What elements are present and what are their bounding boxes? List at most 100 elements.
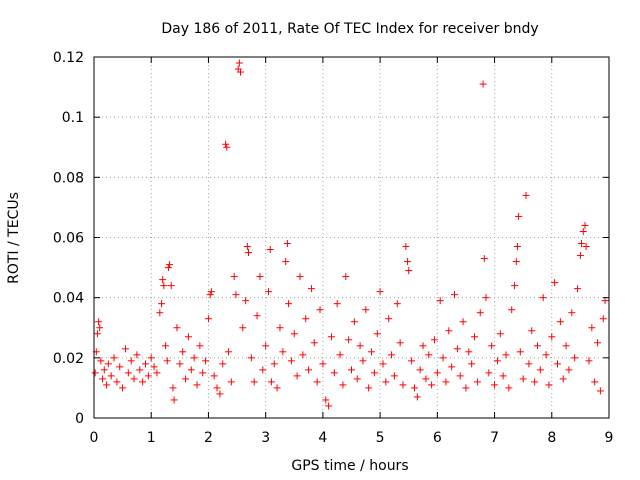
- data-point: [496, 330, 504, 338]
- x-tick-labels: 0 1 2 3 4 5 6 7 8 9: [90, 430, 614, 446]
- data-point: [147, 354, 155, 362]
- axis-ticks: [93, 56, 610, 419]
- data-point: [316, 306, 324, 314]
- y-tick-label: 0.06: [53, 231, 84, 247]
- data-point: [430, 336, 438, 344]
- x-tick-label: 2: [204, 430, 213, 446]
- data-point: [283, 240, 291, 248]
- data-point: [121, 345, 129, 353]
- data-point: [253, 312, 261, 320]
- data-point: [468, 360, 476, 368]
- data-point: [187, 366, 195, 374]
- data-point: [293, 372, 301, 380]
- data-point: [445, 327, 453, 335]
- data-point: [545, 381, 553, 389]
- data-point: [525, 360, 533, 368]
- data-point: [485, 369, 493, 377]
- data-point: [99, 375, 107, 383]
- grid: [94, 57, 609, 418]
- data-point: [502, 351, 510, 359]
- data-point: [127, 357, 135, 365]
- data-point: [473, 378, 481, 386]
- data-point: [170, 396, 178, 404]
- x-tick-label: 5: [376, 430, 385, 446]
- data-point: [330, 369, 338, 377]
- data-point: [574, 285, 582, 293]
- y-tick-label: 0.1: [62, 110, 84, 126]
- data-point: [202, 357, 210, 365]
- y-tick-label: 0: [75, 411, 84, 427]
- data-point: [153, 369, 161, 377]
- y-tick-label: 0.04: [53, 291, 84, 307]
- data-point: [388, 351, 396, 359]
- data-point: [493, 357, 501, 365]
- data-point: [356, 342, 364, 350]
- x-tick-label: 1: [147, 430, 156, 446]
- data-point: [100, 366, 108, 374]
- data-point: [536, 366, 544, 374]
- data-point: [579, 227, 587, 235]
- y-tick-label: 0.08: [53, 170, 84, 186]
- data-point: [353, 375, 361, 383]
- data-point: [299, 351, 307, 359]
- data-point: [556, 318, 564, 326]
- x-tick-label: 3: [261, 430, 270, 446]
- data-point: [465, 348, 473, 356]
- data-point: [576, 252, 584, 260]
- data-point: [499, 372, 507, 380]
- data-point: [169, 384, 177, 392]
- data-point: [594, 339, 602, 347]
- data-point: [342, 273, 350, 281]
- data-point: [582, 243, 590, 251]
- data-point: [91, 369, 99, 377]
- data-point: [508, 306, 516, 314]
- data-point: [204, 315, 212, 323]
- data-point: [222, 140, 230, 148]
- data-point: [290, 330, 298, 338]
- data-point: [399, 381, 407, 389]
- data-point: [476, 309, 484, 317]
- data-point: [599, 315, 607, 323]
- data-point: [243, 243, 251, 251]
- data-point: [404, 258, 412, 266]
- data-point: [551, 279, 559, 287]
- data-point: [405, 267, 413, 275]
- data-point: [93, 330, 101, 338]
- chart-title: Day 186 of 2011, Rate Of TEC Index for r…: [161, 21, 538, 37]
- data-point: [396, 339, 404, 347]
- data-point: [333, 300, 341, 308]
- data-point: [142, 360, 149, 368]
- data-point: [113, 378, 121, 386]
- data-point: [370, 369, 378, 377]
- data-point: [130, 375, 138, 383]
- data-point: [119, 384, 127, 392]
- data-point: [578, 240, 586, 248]
- data-point: [256, 273, 264, 281]
- data-point: [247, 354, 255, 362]
- data-point: [227, 378, 235, 386]
- data-point: [488, 342, 496, 350]
- x-tick-label: 6: [433, 430, 442, 446]
- data-point: [350, 318, 358, 326]
- data-point: [110, 354, 118, 362]
- x-axis-title: GPS time / hours: [291, 458, 408, 474]
- data-point: [310, 339, 318, 347]
- data-point: [124, 369, 132, 377]
- data-point: [462, 384, 470, 392]
- data-point: [144, 372, 152, 380]
- data-point: [239, 324, 247, 332]
- data-point: [232, 291, 240, 299]
- data-point: [456, 372, 464, 380]
- data-point: [379, 360, 387, 368]
- y-tick-labels: 0 0.02 0.04 0.06 0.08 0.1 0.12: [53, 50, 84, 427]
- data-point: [601, 297, 609, 305]
- data-point: [511, 282, 519, 290]
- data-point: [327, 333, 335, 341]
- data-point: [182, 375, 190, 383]
- data-point: [373, 330, 381, 338]
- data-point: [235, 59, 243, 67]
- data-point: [313, 378, 321, 386]
- data-point: [428, 381, 436, 389]
- data-point: [390, 372, 398, 380]
